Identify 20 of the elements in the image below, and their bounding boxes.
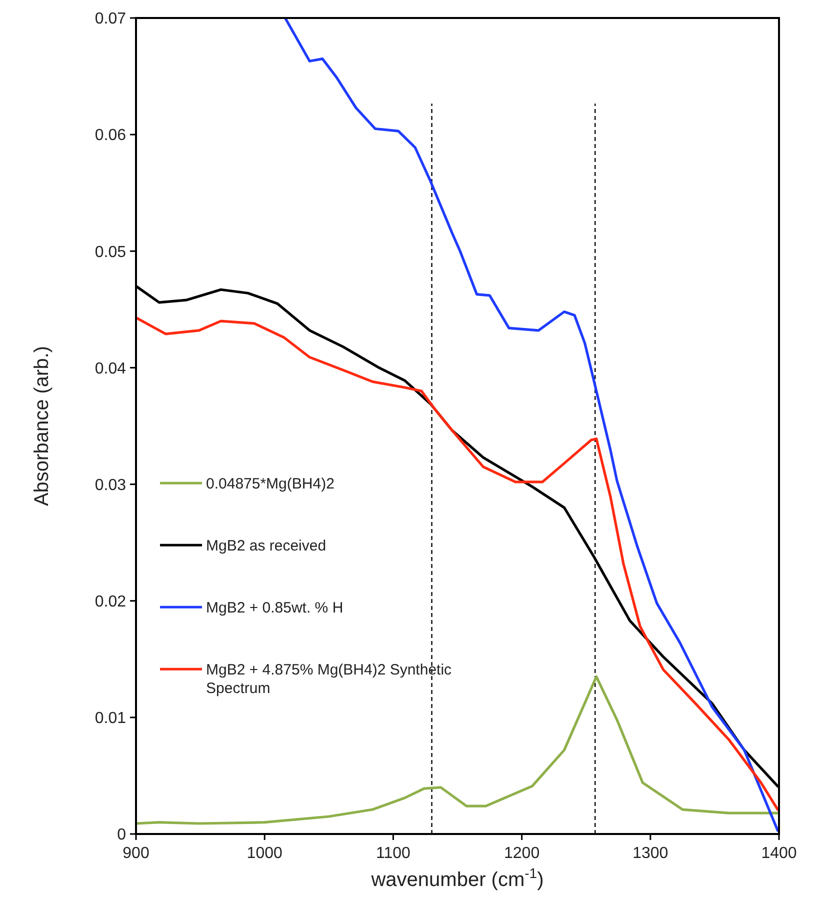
legend-label: MgB2 + 4.875% Mg(BH4)2 Synthetic Spectrum bbox=[206, 661, 452, 698]
y-tick-label: 0 bbox=[117, 826, 126, 844]
legend-label: 0.04875*Mg(BH4)2 bbox=[206, 475, 334, 492]
y-tick-label: 0.01 bbox=[94, 710, 126, 728]
x-tick-label: 1000 bbox=[246, 845, 282, 862]
x-tick-label: 1100 bbox=[376, 845, 411, 862]
x-tick-label: 1400 bbox=[761, 845, 797, 862]
y-tick-label: 0.07 bbox=[94, 10, 126, 28]
x-tick-label: 1300 bbox=[632, 845, 668, 862]
y-tick-label: 0.04 bbox=[94, 360, 126, 378]
y-tick-label: 0.05 bbox=[94, 244, 126, 261]
x-axis-title: wavenumber (cm$^{-1}$) bbox=[370, 865, 544, 891]
legend-label: MgB2 as received bbox=[206, 537, 326, 554]
y-axis-title: Absorbance (arb.) bbox=[31, 346, 53, 506]
y-tick-label: 0.02 bbox=[94, 593, 126, 610]
y-tick-label: 0.06 bbox=[94, 127, 126, 144]
x-tick-label: 1200 bbox=[504, 845, 540, 862]
y-tick-label: 0.03 bbox=[94, 476, 126, 494]
x-tick-label: 900 bbox=[122, 845, 150, 862]
legend-label: MgB2 + 0.85wt. % H bbox=[206, 599, 344, 616]
